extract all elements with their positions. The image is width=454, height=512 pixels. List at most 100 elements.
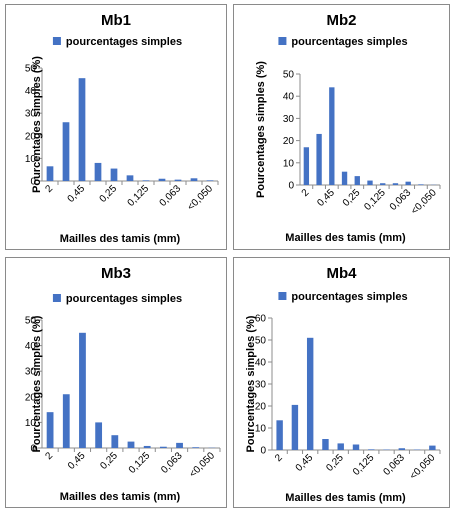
y-tick-label: 50	[283, 70, 295, 81]
legend-label: pourcentages simples	[66, 293, 182, 305]
bar	[158, 178, 166, 181]
y-tick-label: 0	[30, 444, 36, 455]
y-tick-label: 50	[255, 336, 267, 347]
bar	[110, 168, 118, 181]
legend: pourcentages simples	[52, 293, 182, 305]
y-axis-title: Pourcentages simples (%)	[31, 56, 43, 193]
chart-title: Mb2	[327, 12, 357, 29]
bar	[418, 184, 424, 185]
y-tick-label: 30	[25, 367, 37, 378]
bar	[192, 447, 200, 448]
x-tick-label: 0,25	[98, 450, 120, 472]
y-tick-label: 30	[25, 109, 37, 120]
x-tick-label: 2	[43, 183, 55, 195]
y-tick-label: 40	[283, 92, 295, 103]
chart-panel-mb1: Mb1 pourcentages simples 0 10 20 30 40 50 2 0,45 0…	[5, 4, 227, 250]
bar	[46, 166, 54, 181]
y-tick-label: 10	[25, 418, 37, 429]
y-axis-title: Pourcentages simples (%)	[245, 315, 257, 452]
y-tick-label: 20	[25, 131, 37, 142]
bar	[62, 394, 70, 448]
bar	[398, 448, 406, 450]
legend-swatch	[52, 294, 61, 302]
legend-label: pourcentages simples	[66, 36, 182, 48]
legend-label: pourcentages simples	[291, 36, 407, 48]
legend-swatch	[278, 292, 287, 300]
x-tick-label: <0,050	[187, 450, 217, 480]
x-tick-label: 0,45	[66, 183, 88, 205]
y-tick-label: 20	[255, 402, 267, 413]
chart-svg-mb1: Mb1 pourcentages simples 0 10 20 30 40 50 2 0,45 0…	[25, 12, 219, 245]
y-tick-label: 60	[255, 314, 267, 325]
y-tick-label: 30	[283, 114, 295, 125]
y-tick-label: 0	[260, 446, 266, 457]
bar	[143, 445, 151, 448]
bar	[159, 446, 167, 448]
bar	[337, 443, 344, 450]
bar	[276, 420, 283, 450]
bar	[429, 445, 436, 450]
legend-swatch	[278, 37, 287, 45]
y-tick-label: 50	[25, 64, 37, 75]
x-axis-title: Mailles des tamis (mm)	[60, 491, 181, 503]
bar	[329, 87, 335, 185]
chart-panel-mb4: Mb4 pourcentages simples 0 10 20 30 40 50 60 2 0,4…	[233, 257, 450, 508]
y-tick-label: 40	[25, 341, 37, 352]
chart-panel-mb2: Mb2 pourcentages simples 0 10 20 30 40 50 2 0,45 0…	[233, 4, 450, 250]
bar	[306, 337, 314, 450]
bar	[303, 147, 310, 185]
bar	[368, 449, 375, 450]
x-tick-label: 0,125	[362, 187, 388, 213]
bar	[174, 179, 182, 181]
bar	[95, 422, 103, 448]
bar	[206, 180, 214, 181]
x-tick-label: 0,063	[159, 450, 185, 476]
x-tick-label: <0,050	[186, 183, 216, 213]
x-tick-label: 2	[273, 452, 285, 464]
bar	[142, 180, 150, 181]
x-tick-label: 0,25	[341, 187, 363, 209]
y-axis-title: Pourcentages simples (%)	[31, 315, 43, 452]
legend: pourcentages simples	[52, 36, 182, 48]
bar	[380, 183, 386, 185]
bar	[190, 178, 198, 181]
y-tick-label: 40	[25, 86, 37, 97]
x-tick-label: 0,25	[98, 183, 120, 205]
bar	[176, 442, 183, 448]
bar	[341, 171, 348, 185]
chart-svg-mb3: Mb3 pourcentages simples 0 10 20 30 40 50 2 0,45 0…	[25, 265, 221, 503]
bar	[316, 133, 322, 185]
bar	[392, 183, 399, 185]
bar	[62, 122, 70, 181]
x-tick-label: <0,050	[408, 452, 438, 482]
bar	[405, 181, 411, 185]
legend: pourcentages simples	[278, 291, 408, 303]
y-tick-label: 20	[25, 392, 37, 403]
bar	[126, 175, 134, 181]
chart-svg-mb4: Mb4 pourcentages simples 0 10 20 30 40 50 60 2 0,4…	[245, 265, 441, 504]
bar	[46, 412, 54, 448]
bar	[127, 441, 135, 448]
x-tick-label: 0,45	[315, 187, 337, 209]
bar	[79, 332, 86, 448]
x-tick-label: 2	[44, 450, 56, 462]
bar	[367, 180, 373, 185]
legend-swatch	[52, 37, 61, 45]
x-tick-label: 0,125	[127, 450, 153, 476]
bar	[111, 435, 119, 448]
y-tick-label: 10	[25, 154, 37, 165]
bar	[352, 444, 360, 450]
chart-title: Mb4	[327, 265, 358, 282]
y-tick-label: 40	[255, 358, 267, 369]
x-tick-label: 0,45	[294, 452, 316, 474]
x-axis-title: Mailles des tamis (mm)	[60, 233, 181, 245]
x-tick-label: 0,063	[381, 452, 407, 478]
bar	[94, 162, 102, 181]
bar	[78, 78, 86, 181]
bar	[322, 439, 329, 450]
x-tick-label: 0,125	[351, 452, 377, 478]
x-axis-title: Mailles des tamis (mm)	[285, 492, 406, 504]
x-tick-label: 0,45	[66, 450, 88, 472]
y-tick-label: 50	[25, 316, 37, 327]
